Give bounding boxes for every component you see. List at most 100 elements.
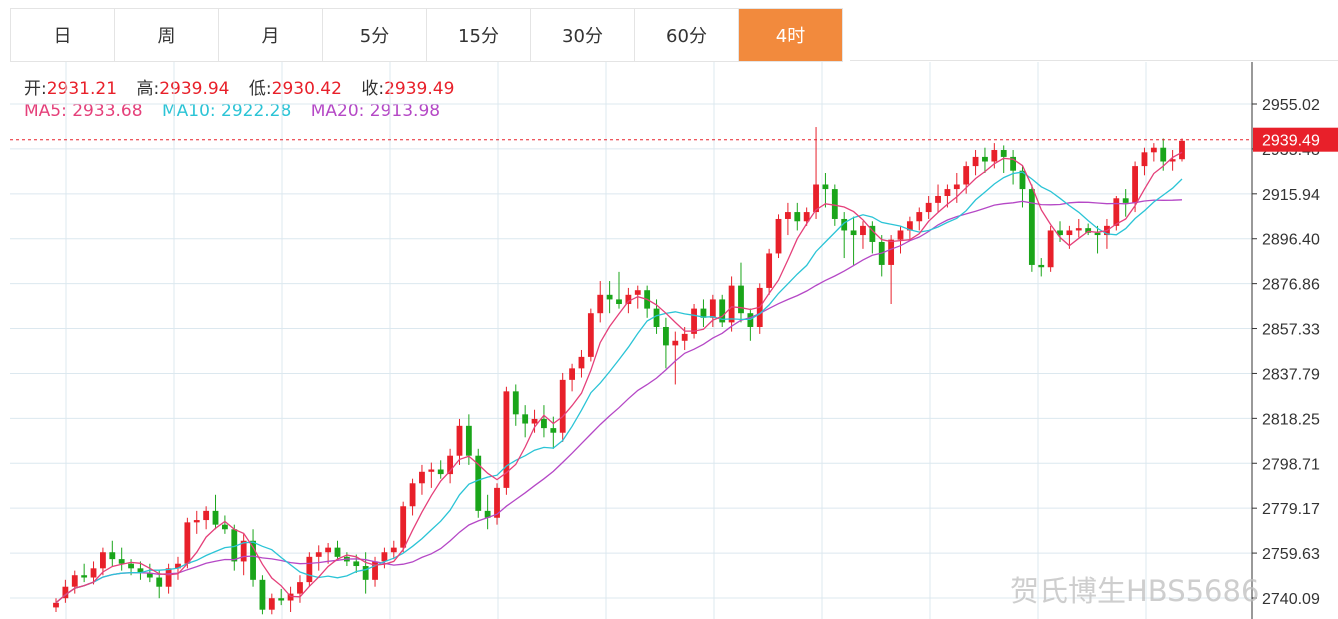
- candle-body-9: [137, 568, 144, 573]
- y-tick-label-0: 2955.02: [1262, 97, 1320, 114]
- candle-body-16: [203, 510, 210, 521]
- candle-body-5: [100, 552, 106, 569]
- tab-4[interactable]: 15分: [427, 9, 531, 61]
- candle-body-102: [1010, 156, 1017, 171]
- candle-body-80: [803, 212, 810, 222]
- candle-body-94: [935, 195, 941, 203]
- candle-body-33: [362, 566, 369, 580]
- candle-body-116: [1141, 152, 1148, 167]
- candle-body-58: [597, 294, 604, 314]
- candle-body-119: [1169, 159, 1176, 162]
- candle-body-73: [738, 285, 744, 314]
- candle-body-24: [278, 598, 285, 601]
- low-value: 2930.42: [271, 79, 342, 99]
- candle-body-29: [325, 547, 332, 553]
- tab-5[interactable]: 30分: [531, 9, 635, 61]
- ma5-value: MA5: 2933.68: [24, 101, 143, 121]
- tab-0[interactable]: 日: [11, 9, 115, 61]
- watermark: 贺氏博生HBS5686: [1010, 574, 1260, 608]
- tab-7[interactable]: 4时: [739, 9, 843, 61]
- tab-2[interactable]: 月: [219, 9, 323, 61]
- candle-body-18: [221, 524, 228, 530]
- tab-3[interactable]: 5分: [323, 9, 427, 61]
- candle-body-47: [494, 487, 500, 518]
- candle-body-84: [841, 218, 848, 231]
- tab-1[interactable]: 周: [115, 9, 219, 61]
- candle-body-61: [625, 294, 632, 305]
- candle-body-77: [775, 218, 782, 254]
- candle-body-78: [784, 212, 791, 219]
- high-label: 高:: [136, 79, 160, 99]
- ma10-line: [55, 171, 1183, 604]
- candle-body-43: [456, 425, 463, 456]
- candle-body-45: [475, 455, 482, 511]
- last-price-label: 2939.49: [1262, 133, 1320, 150]
- candle-body-120: [1179, 140, 1185, 160]
- candle-body-74: [747, 313, 754, 327]
- candle-body-30: [334, 547, 341, 557]
- candle-body-109: [1075, 228, 1082, 231]
- candle-body-39: [419, 471, 425, 484]
- candle-body-62: [634, 290, 641, 295]
- candle-body-72: [728, 285, 735, 323]
- candle-body-13: [175, 563, 181, 569]
- candle-body-28: [315, 552, 322, 557]
- candle-body-87: [869, 225, 876, 242]
- tab-6[interactable]: 60分: [635, 9, 739, 61]
- candle-body-12: [165, 568, 172, 587]
- candle-body-8: [128, 563, 134, 569]
- candle-body-86: [860, 225, 866, 236]
- candle-body-55: [569, 368, 575, 380]
- candle-body-98: [972, 156, 979, 167]
- candle-body-26: [297, 582, 303, 594]
- candle-body-92: [916, 212, 923, 222]
- candle-body-51: [531, 418, 538, 424]
- candle-body-99: [982, 156, 988, 162]
- candle-body-52: [541, 418, 547, 429]
- y-tick-label-6: 2837.79: [1262, 366, 1320, 383]
- candle-body-85: [850, 230, 857, 236]
- candle-body-22: [259, 579, 266, 610]
- candle-body-25: [287, 593, 294, 601]
- candle-body-10: [146, 572, 153, 578]
- candle-body-34: [372, 561, 378, 580]
- y-tick-label-3: 2896.40: [1262, 232, 1320, 249]
- y-tick-label-7: 2818.25: [1262, 411, 1320, 428]
- ma-readout: MA5: 2933.68 MA10: 2922.28 MA20: 2913.98: [24, 101, 454, 121]
- candle-body-111: [1094, 232, 1101, 236]
- candle-body-66: [672, 340, 679, 346]
- candle-body-100: [991, 150, 998, 162]
- candle-body-82: [822, 184, 829, 190]
- candle-body-57: [587, 313, 594, 357]
- ma20-value: MA20: 2913.98: [310, 101, 441, 121]
- candle-body-89: [888, 239, 895, 265]
- y-tick-label-9: 2779.17: [1262, 501, 1320, 518]
- candle-body-35: [381, 552, 388, 562]
- open-label: 开:: [24, 79, 47, 99]
- candle-body-42: [447, 455, 454, 475]
- candle-body-59: [606, 294, 613, 300]
- candle-body-93: [925, 202, 932, 213]
- y-tick-label-2: 2915.94: [1262, 187, 1320, 204]
- candle-body-114: [1122, 198, 1129, 203]
- candle-body-110: [1085, 228, 1092, 233]
- candle-body-37: [400, 506, 407, 548]
- candle-body-106: [1047, 230, 1054, 268]
- candle-body-95: [944, 189, 951, 196]
- candle-body-68: [691, 308, 697, 334]
- candle-body-50: [522, 414, 529, 424]
- candle-body-71: [719, 299, 726, 323]
- candle-body-44: [465, 425, 472, 456]
- candle-body-105: [1038, 264, 1045, 268]
- close-label: 收:: [361, 79, 385, 99]
- high-value: 2939.94: [159, 79, 230, 99]
- ma5-line: [55, 151, 1183, 604]
- candle-body-17: [212, 510, 219, 525]
- candle-body-113: [1113, 198, 1120, 226]
- ma10-value: MA10: 2922.28: [161, 101, 292, 121]
- candle-body-70: [709, 299, 716, 318]
- candle-body-0: [53, 602, 59, 608]
- candle-body-65: [663, 326, 669, 346]
- candle-body-91: [906, 221, 913, 231]
